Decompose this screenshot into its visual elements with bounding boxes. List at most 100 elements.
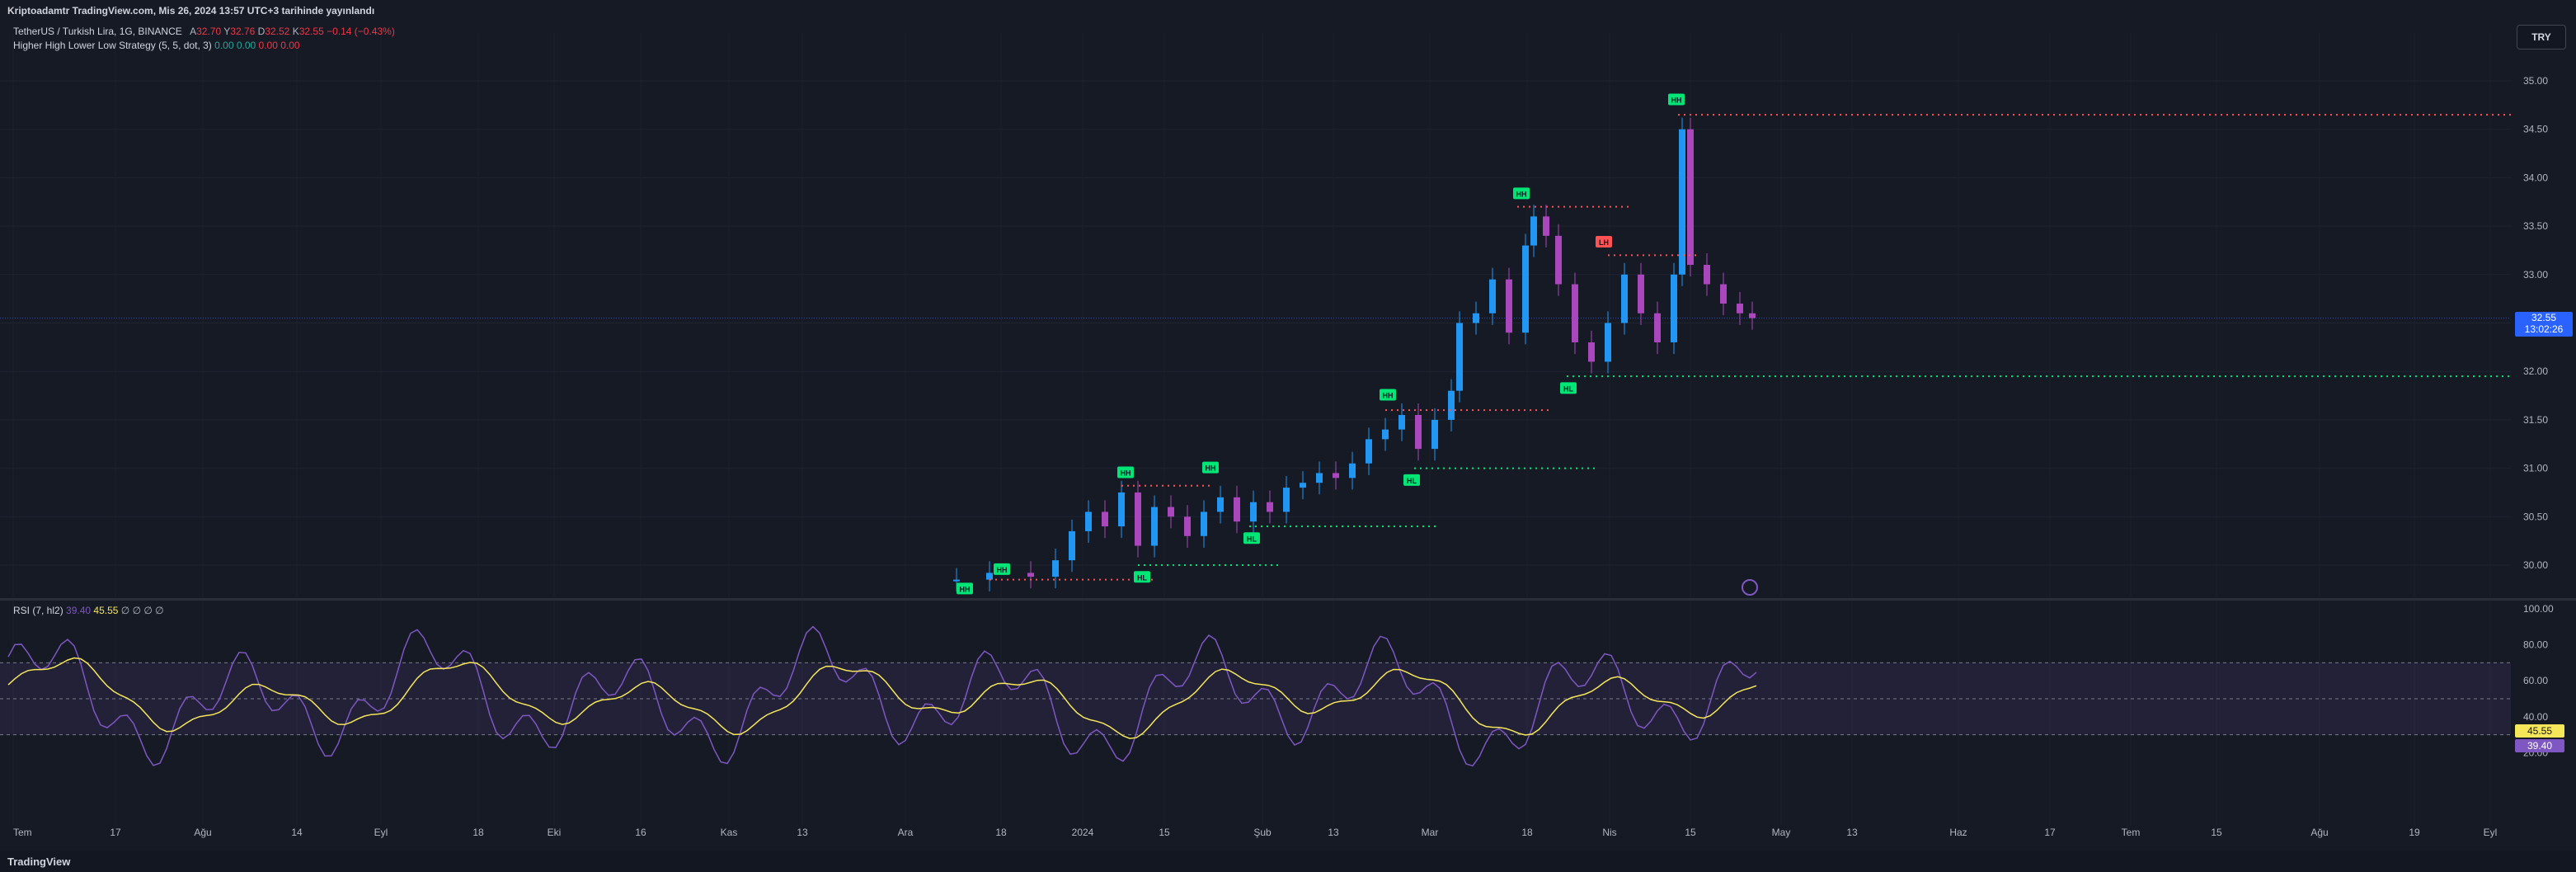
pivot-marker-box [1380, 389, 1396, 401]
pivot-marker: HH [1668, 93, 1685, 106]
pivot-marker-label: HH [960, 585, 971, 593]
price-tick-label: 31.00 [2523, 463, 2548, 474]
lightning-icon [1742, 579, 1758, 596]
pivot-marker-box [1403, 474, 1420, 486]
pivot-marker-box [1243, 532, 1260, 544]
price-tick-label: 35.00 [2523, 75, 2548, 87]
candle-body [1704, 265, 1710, 285]
pivot-marker-label: HH [997, 566, 1008, 574]
strategy-name[interactable]: Higher High Lower Low Strategy (5, 5, do… [13, 40, 212, 51]
candle-body [1250, 502, 1257, 522]
time-tick-label: 13 [797, 827, 808, 838]
candle-body [986, 573, 993, 580]
rsi-legend: RSI (7, hl2) 39.40 45.55 ∅ ∅ ∅ ∅ [13, 605, 164, 616]
high-value: 32.76 [230, 26, 256, 37]
time-tick-label: 19 [2409, 827, 2420, 838]
pivot-marker-box [1668, 93, 1685, 106]
time-tick-label: Eyl [2484, 827, 2498, 838]
time-tick-label: Ağu [194, 827, 211, 838]
footer: TradingView [0, 851, 2576, 872]
pivot-marker-box [1596, 236, 1612, 248]
candle-body [1234, 497, 1240, 522]
price-tick-label: 34.00 [2523, 172, 2548, 183]
pivot-marker-label: HH [1516, 190, 1527, 198]
pivot-marker: HH [994, 563, 1010, 575]
pivot-marker-box [1117, 466, 1134, 478]
time-tick-label: Ara [898, 827, 914, 838]
bar-countdown: 13:02:26 [2524, 323, 2564, 335]
time-tick-label: 15 [2211, 827, 2222, 838]
rsi-name[interactable]: RSI (7, hl2) [13, 605, 63, 616]
candle-body [1687, 129, 1694, 266]
time-tick-label: Nis [1602, 827, 1616, 838]
candle-body [1398, 415, 1405, 430]
candle-body [1679, 129, 1685, 275]
rsi-legend-ma: 45.55 [93, 605, 119, 616]
candle-body [953, 579, 960, 582]
pivot-marker-box [1134, 571, 1150, 583]
time-tick-label: May [1772, 827, 1791, 838]
time-tick-label: 16 [635, 827, 646, 838]
candle-body [1217, 497, 1224, 512]
candles [953, 117, 1756, 592]
time-tick-label: 17 [110, 827, 121, 838]
candle-body [1300, 483, 1306, 488]
time-tick-label: 18 [472, 827, 484, 838]
currency-button[interactable]: TRY [2517, 25, 2566, 49]
candle-body [1621, 274, 1628, 323]
change-value: −0.14 (−0.43%) [327, 26, 395, 37]
rsi-tick-label: 40.00 [2523, 711, 2548, 723]
pivot-marker-box [957, 582, 973, 595]
candle-body [1052, 560, 1059, 577]
strategy-value-4: 0.00 [280, 40, 300, 51]
candle-body [1069, 530, 1075, 561]
close-label: K [292, 26, 299, 37]
time-tick-label: 13 [1846, 827, 1858, 838]
candle-body [1118, 492, 1125, 527]
price-tick-label: 33.00 [2523, 269, 2548, 280]
candle-body [1168, 507, 1174, 517]
publish-header: Kriptoadamtr TradingView.com, Mis 26, 20… [0, 0, 2576, 18]
tradingview-logo[interactable]: TradingView [7, 856, 71, 868]
price-tick-label: 34.50 [2523, 124, 2548, 135]
low-label: D [257, 26, 266, 37]
open-value: 32.70 [196, 26, 222, 37]
time-tick-label: 2024 [1072, 827, 1094, 838]
pivot-marker: HH [1380, 389, 1396, 401]
pivot-marker: HH [1117, 466, 1134, 478]
candle-body [1572, 284, 1578, 342]
open-label: A [190, 26, 197, 37]
candle-body [1530, 216, 1537, 246]
time-tick-label: 17 [2044, 827, 2056, 838]
candle-body [1605, 323, 1611, 362]
pivot-marker: HH [1202, 461, 1219, 474]
pivot-marker-box [1560, 382, 1577, 394]
pivot-marker: HH [1513, 187, 1530, 200]
pivot-marker: HL [1560, 382, 1577, 394]
candle-body [1671, 274, 1677, 342]
candle-body [1456, 323, 1463, 391]
rsi-legend-extras: ∅ ∅ ∅ ∅ [120, 605, 164, 616]
time-tick-label: Ağu [2310, 827, 2328, 838]
candle-body [1333, 473, 1339, 478]
pivot-marker: HL [1403, 474, 1420, 486]
current-price: 32.55 [2531, 312, 2557, 323]
symbol-name[interactable]: TetherUS / Turkish Lira, 1G, BINANCE [13, 26, 182, 37]
pane-separator [0, 598, 2576, 601]
rsi-line [7, 625, 1757, 767]
candle-body [1543, 216, 1549, 236]
candle-body [1506, 279, 1512, 333]
rsi-tick-label: 80.00 [2523, 639, 2548, 651]
close-value: 32.55 [298, 26, 324, 37]
pivot-marker: HH [957, 582, 973, 595]
time-tick-label: Kas [721, 827, 738, 838]
strategy-value-1: 0.00 [214, 40, 234, 51]
price-tick-label: 30.00 [2523, 559, 2548, 571]
candle-body [1085, 511, 1092, 531]
candle-body [1489, 279, 1496, 313]
time-tick-label: 13 [1328, 827, 1339, 838]
rsi-ma-price-label: 45.55 [2515, 724, 2564, 738]
candle-body [1749, 313, 1756, 318]
pivot-marker: HL [1134, 571, 1150, 583]
